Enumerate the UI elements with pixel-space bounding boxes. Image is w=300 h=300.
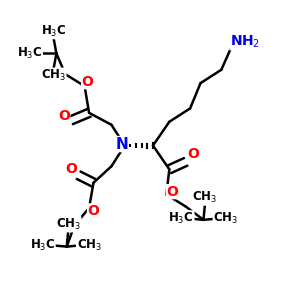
Text: CH$_3$: CH$_3$ — [56, 217, 81, 232]
Text: CH$_3$: CH$_3$ — [76, 238, 102, 253]
Text: CH$_3$: CH$_3$ — [192, 190, 218, 205]
Text: CH$_3$: CH$_3$ — [213, 211, 238, 226]
Text: H$_3$C: H$_3$C — [30, 238, 55, 253]
Text: H$_3$C: H$_3$C — [41, 24, 66, 39]
Text: H$_3$C: H$_3$C — [17, 46, 42, 61]
Text: O: O — [88, 204, 100, 218]
Text: O: O — [58, 109, 70, 123]
Text: N: N — [116, 136, 128, 152]
Text: O: O — [167, 184, 178, 199]
Text: CH$_3$: CH$_3$ — [41, 68, 66, 83]
Text: H$_3$C: H$_3$C — [169, 211, 194, 226]
Text: NH$_2$: NH$_2$ — [230, 33, 260, 50]
Text: O: O — [82, 75, 94, 88]
Text: O: O — [65, 162, 77, 176]
Text: O: O — [187, 148, 199, 161]
